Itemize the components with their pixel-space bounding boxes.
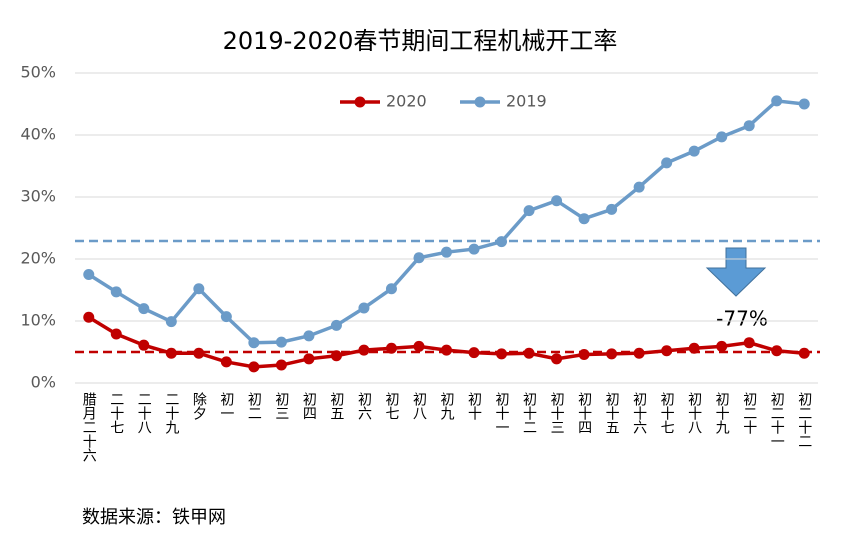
x-tick-label: 腊月二十六 bbox=[81, 392, 97, 462]
point bbox=[358, 344, 370, 356]
x-tick-label: 除夕 bbox=[191, 392, 207, 420]
point bbox=[688, 342, 700, 354]
x-tick-label: 初二十一 bbox=[769, 391, 785, 448]
point bbox=[771, 95, 783, 107]
point bbox=[661, 157, 673, 169]
x-tick-label: 初一 bbox=[218, 391, 234, 420]
point bbox=[83, 269, 95, 280]
point bbox=[688, 145, 700, 157]
y-tick-label: 30% bbox=[20, 187, 56, 206]
point bbox=[606, 203, 618, 215]
x-tick-label: 二十九 bbox=[163, 392, 179, 435]
point bbox=[358, 302, 370, 314]
point bbox=[441, 344, 452, 356]
point bbox=[523, 205, 535, 217]
point bbox=[110, 286, 122, 298]
legend-label: 2019 bbox=[506, 92, 547, 111]
point bbox=[303, 353, 315, 365]
annotation: -77% bbox=[716, 307, 768, 331]
point bbox=[193, 347, 205, 359]
point bbox=[165, 347, 177, 359]
point bbox=[551, 353, 563, 365]
point bbox=[798, 98, 810, 110]
point bbox=[633, 347, 645, 359]
x-tick-label: 初十五 bbox=[604, 391, 620, 434]
point bbox=[606, 348, 618, 360]
x-tick-label: 二十八 bbox=[136, 392, 152, 434]
x-tick-label: 初十四 bbox=[576, 391, 592, 434]
x-tick-label: 初十二 bbox=[521, 391, 537, 434]
x-tick-label: 初十八 bbox=[686, 391, 702, 434]
x-tick-label: 初三 bbox=[273, 391, 289, 420]
point bbox=[303, 330, 315, 342]
source: 数据来源：铁甲网 bbox=[82, 507, 226, 528]
point bbox=[83, 311, 95, 323]
legend-label: 2020 bbox=[386, 92, 427, 111]
point bbox=[798, 347, 810, 359]
point bbox=[578, 213, 590, 225]
x-tick-label: 初十一 bbox=[494, 391, 510, 434]
y-tick-label: 40% bbox=[20, 125, 56, 144]
x-tick-label: 初二十 bbox=[741, 391, 757, 434]
point bbox=[468, 243, 480, 255]
point bbox=[771, 345, 783, 357]
x-tick-label: 初五 bbox=[328, 391, 344, 420]
point bbox=[275, 359, 287, 371]
point bbox=[441, 246, 452, 258]
point bbox=[716, 131, 728, 143]
point bbox=[743, 120, 755, 132]
point bbox=[523, 347, 535, 359]
y-tick-label: 10% bbox=[20, 311, 56, 330]
point bbox=[220, 356, 232, 368]
point bbox=[330, 350, 342, 362]
point bbox=[220, 311, 232, 323]
point bbox=[413, 252, 425, 264]
x-tick-label: 初十 bbox=[466, 391, 482, 420]
point bbox=[385, 342, 397, 354]
point bbox=[743, 337, 755, 349]
x-tick-label: 初七 bbox=[383, 391, 399, 420]
y-tick-label: 20% bbox=[20, 249, 56, 268]
x-tick-label: 初二 bbox=[246, 391, 262, 420]
legend-marker bbox=[354, 96, 366, 108]
x-tick-label: 初十九 bbox=[714, 391, 730, 435]
x-tick-label: 初十六 bbox=[631, 391, 647, 434]
point bbox=[193, 283, 205, 295]
chart-title: 2019-2020春节期间工程机械开工率 bbox=[223, 27, 618, 55]
x-tick-label: 初六 bbox=[356, 391, 372, 420]
point bbox=[413, 340, 425, 352]
point bbox=[633, 181, 645, 193]
point bbox=[468, 347, 480, 359]
y-tick-label: 50% bbox=[20, 63, 56, 82]
point bbox=[110, 328, 122, 340]
x-tick-label: 初十七 bbox=[659, 391, 675, 434]
x-tick-label: 初十三 bbox=[549, 391, 565, 434]
x-tick-label: 初二十二 bbox=[796, 391, 812, 448]
point bbox=[248, 361, 260, 373]
point bbox=[248, 337, 260, 349]
point bbox=[551, 195, 563, 207]
legend-marker bbox=[474, 96, 486, 108]
x-tick-label: 初四 bbox=[301, 391, 317, 420]
point bbox=[661, 345, 673, 357]
x-tick-label: 初八 bbox=[411, 391, 427, 420]
point bbox=[138, 303, 150, 315]
x-tick-label: 初九 bbox=[439, 391, 455, 421]
down-arrow bbox=[705, 247, 767, 297]
point bbox=[330, 319, 342, 331]
point bbox=[165, 316, 177, 328]
x-tick-label: 二十七 bbox=[108, 392, 124, 434]
point bbox=[385, 283, 397, 295]
point bbox=[496, 348, 508, 360]
y-tick-label: 0% bbox=[31, 373, 56, 392]
point bbox=[138, 339, 150, 351]
point bbox=[496, 236, 508, 248]
point bbox=[578, 348, 590, 360]
point bbox=[275, 336, 287, 348]
point bbox=[716, 340, 728, 352]
